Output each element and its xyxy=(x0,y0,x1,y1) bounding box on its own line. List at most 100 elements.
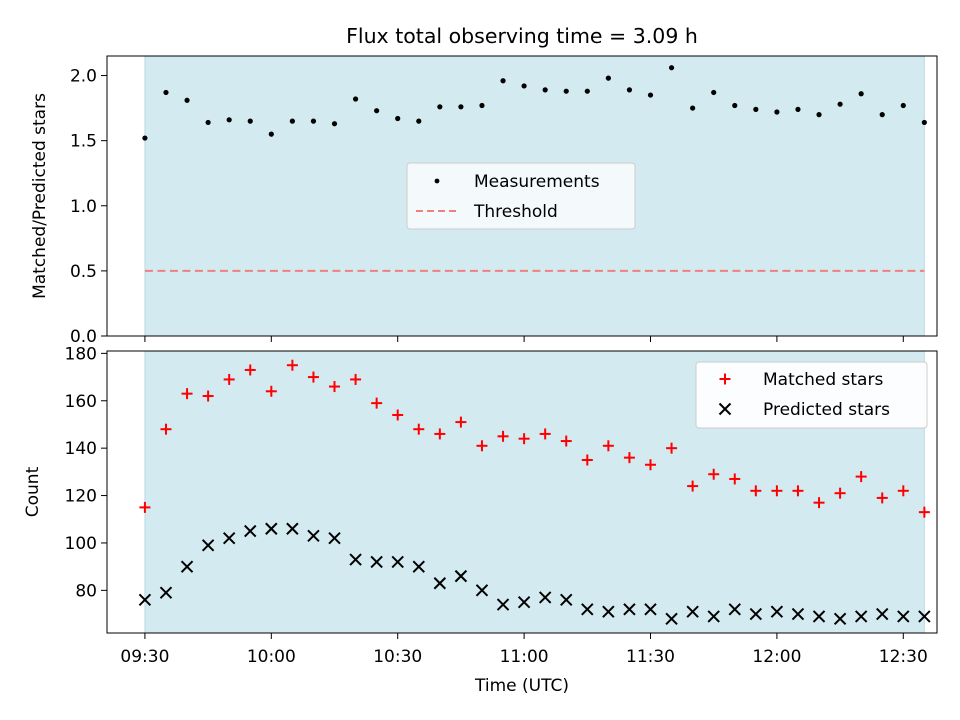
predicted-star-point xyxy=(475,584,489,597)
bottom-y-tick-label: 80 xyxy=(75,581,97,601)
measurement-point xyxy=(500,78,506,84)
measurement-point xyxy=(310,118,317,124)
matched-star-point xyxy=(497,430,509,442)
predicted-star-point xyxy=(391,555,404,569)
bottom-x-tick-label: 10:00 xyxy=(247,647,296,667)
matched-star-point xyxy=(771,485,783,497)
matched-star-point xyxy=(918,506,930,518)
matched-star-point xyxy=(708,468,720,480)
measurement-point xyxy=(647,92,654,98)
predicted-star-point xyxy=(876,607,889,621)
measurement-point xyxy=(374,108,380,114)
measurement-point xyxy=(437,104,443,110)
top-y-tick: 0.5 xyxy=(70,262,107,282)
top-y-tick-label: 1.0 xyxy=(70,197,97,217)
top-legend-box xyxy=(406,162,636,230)
predicted-star-point xyxy=(560,593,573,607)
predicted-star-point xyxy=(623,603,636,616)
predicted-star-point xyxy=(581,603,594,616)
measurement-point xyxy=(331,121,338,127)
measurement-point xyxy=(395,115,401,122)
bottom-y-ticks: 80 100 120 140 160 180 xyxy=(65,344,107,601)
measurement-point xyxy=(163,89,169,96)
predicted-star-point xyxy=(496,598,510,611)
matched-star-point xyxy=(539,428,551,440)
predicted-star-point xyxy=(222,532,236,545)
bottom-x-ticks: 09:30 10:00 10:30 11:00 11:30 12:00 12:30 xyxy=(120,633,928,667)
measurement-point xyxy=(732,102,738,109)
measurement-point xyxy=(921,119,927,126)
predicted-star-point xyxy=(138,593,152,607)
bottom-y-tick-label: 140 xyxy=(65,439,97,459)
bottom-y-axis-label: Count xyxy=(23,466,43,517)
measurement-point xyxy=(416,118,422,124)
predicted-star-point xyxy=(644,603,657,616)
measurement-point xyxy=(247,118,253,124)
predicted-star-point xyxy=(412,560,425,573)
matched-star-point xyxy=(223,373,235,385)
bottom-y-tick: 100 xyxy=(65,534,107,554)
bottom-y-tick: 80 xyxy=(75,581,107,601)
predicted-star-point xyxy=(265,522,278,535)
measurement-point xyxy=(900,102,906,109)
measurement-point xyxy=(795,106,801,112)
top-axes-frame xyxy=(106,55,938,337)
bottom-y-tick: 120 xyxy=(65,487,107,507)
measurement-point xyxy=(584,88,590,94)
predicted-star-point xyxy=(433,577,447,590)
predicted-star-point xyxy=(454,569,468,583)
legend-marker-measurements xyxy=(434,178,440,184)
matched-star-point xyxy=(813,497,825,509)
matched-star-point xyxy=(434,428,446,440)
top-y-axis-label: Matched/Predicted stars xyxy=(30,93,50,299)
predicted-star-point xyxy=(602,605,615,618)
matched-star-point xyxy=(350,373,362,385)
bottom-x-tick: 10:00 xyxy=(247,633,296,667)
measurement-point xyxy=(289,118,295,124)
measurement-point xyxy=(226,117,232,123)
measurement-point xyxy=(711,89,717,96)
legend-label-measurements: Measurements xyxy=(474,172,600,192)
top-y-tick: 1.5 xyxy=(70,132,107,152)
matched-star-point xyxy=(371,397,383,409)
top-y-tick: 1.0 xyxy=(70,197,107,217)
matched-star-point xyxy=(855,471,867,483)
matched-star-point xyxy=(518,433,530,445)
top-legend: Measurements Threshold xyxy=(406,162,636,230)
matched-star-point xyxy=(729,473,741,485)
matched-star-point xyxy=(876,492,888,504)
legend-label-matched-stars: Matched stars xyxy=(763,370,883,390)
predicted-star-point xyxy=(833,612,847,625)
predicted-star-point xyxy=(159,586,173,599)
predicted-star-point xyxy=(728,603,741,616)
bottom-x-tick: 11:00 xyxy=(500,633,549,667)
measurement-point xyxy=(142,135,148,141)
predicted-star-point xyxy=(749,607,763,621)
matched-star-point xyxy=(160,423,172,435)
measurement-point xyxy=(205,119,211,126)
bottom-legend: Matched stars Predicted stars xyxy=(695,361,928,429)
measurement-point xyxy=(521,83,527,89)
matched-star-point xyxy=(750,485,762,497)
legend-plus xyxy=(719,373,731,385)
predicted-star-point xyxy=(349,553,362,566)
measurement-point xyxy=(184,97,190,103)
predicted-star-point xyxy=(686,605,699,618)
matched-star-point xyxy=(286,359,298,371)
bottom-x-tick: 12:30 xyxy=(879,633,928,667)
predicted-star-point xyxy=(854,610,868,623)
measurement-point xyxy=(668,65,675,71)
top-y-tick-label: 1.5 xyxy=(70,132,97,152)
top-x-ticks xyxy=(144,336,904,342)
predicted-stars-layer xyxy=(138,522,931,625)
bottom-x-tick-label: 11:30 xyxy=(626,647,675,667)
legend-label-threshold: Threshold xyxy=(473,202,558,222)
predicted-star-point xyxy=(244,524,257,538)
measurement-point xyxy=(816,112,822,118)
bottom-x-tick: 11:30 xyxy=(626,633,675,667)
measurement-point xyxy=(837,101,843,107)
matched-star-point xyxy=(455,416,467,428)
legend-cross xyxy=(718,402,732,416)
bottom-x-tick: 12:00 xyxy=(752,633,801,667)
legend-marker-predicted-stars xyxy=(718,402,732,416)
